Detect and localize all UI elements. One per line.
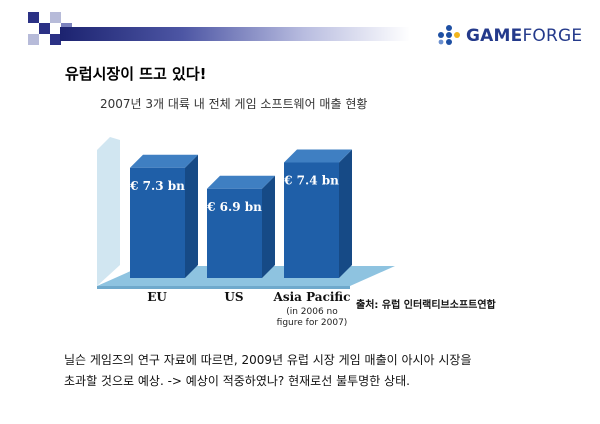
body-line-1: 닐슨 게임즈의 연구 자료에 따르면, 2009년 유럽 시장 게임 매출이 아…: [64, 353, 472, 367]
logo-word-forge: FORGE: [522, 26, 583, 46]
source-note: 출처: 유럽 인터랙티브소프트연합: [356, 300, 496, 311]
logo-dots-icon: [438, 25, 460, 45]
bar-side: [185, 154, 198, 278]
bar: [130, 167, 185, 278]
bar-top: [207, 175, 275, 189]
bar: [284, 162, 339, 278]
logo-wordmark: GAMEFORGE: [466, 26, 582, 46]
body-text: 닐슨 게임즈의 연구 자료에 따르면, 2009년 유럽 시장 게임 매출이 아…: [64, 350, 564, 392]
bar-side: [339, 149, 352, 278]
category-note: (in 2006 no figure for 2007): [276, 307, 348, 328]
category-label: US: [224, 290, 244, 304]
gameforge-logo: GAMEFORGE: [436, 24, 582, 50]
category-label: EU: [147, 290, 167, 304]
slide-title: 유럽시장이 뜨고 있다!: [65, 65, 207, 83]
bar-value-label: € 6.9 bn: [206, 200, 262, 214]
body-line-2: 초과할 것으로 예상. -> 예상이 적중하였나? 현재로선 불투명한 상태.: [64, 374, 410, 388]
bar: [207, 188, 262, 278]
chart-floor-edge: [97, 286, 350, 289]
bar-top: [130, 154, 198, 168]
chart-title: 2007년 3개 대륙 내 전체 게임 소프트웨어 매출 현황: [100, 97, 368, 111]
bar-value-label: € 7.3 bn: [129, 179, 185, 193]
category-label: Asia Pacific: [273, 290, 351, 304]
bar-value-label: € 7.4 bn: [283, 174, 339, 188]
bar-top: [284, 149, 352, 163]
chart-back-wall: [97, 137, 120, 286]
header-gradient-bar: [60, 27, 410, 41]
logo-word-game: GAME: [466, 26, 523, 46]
bar-side: [262, 175, 275, 278]
